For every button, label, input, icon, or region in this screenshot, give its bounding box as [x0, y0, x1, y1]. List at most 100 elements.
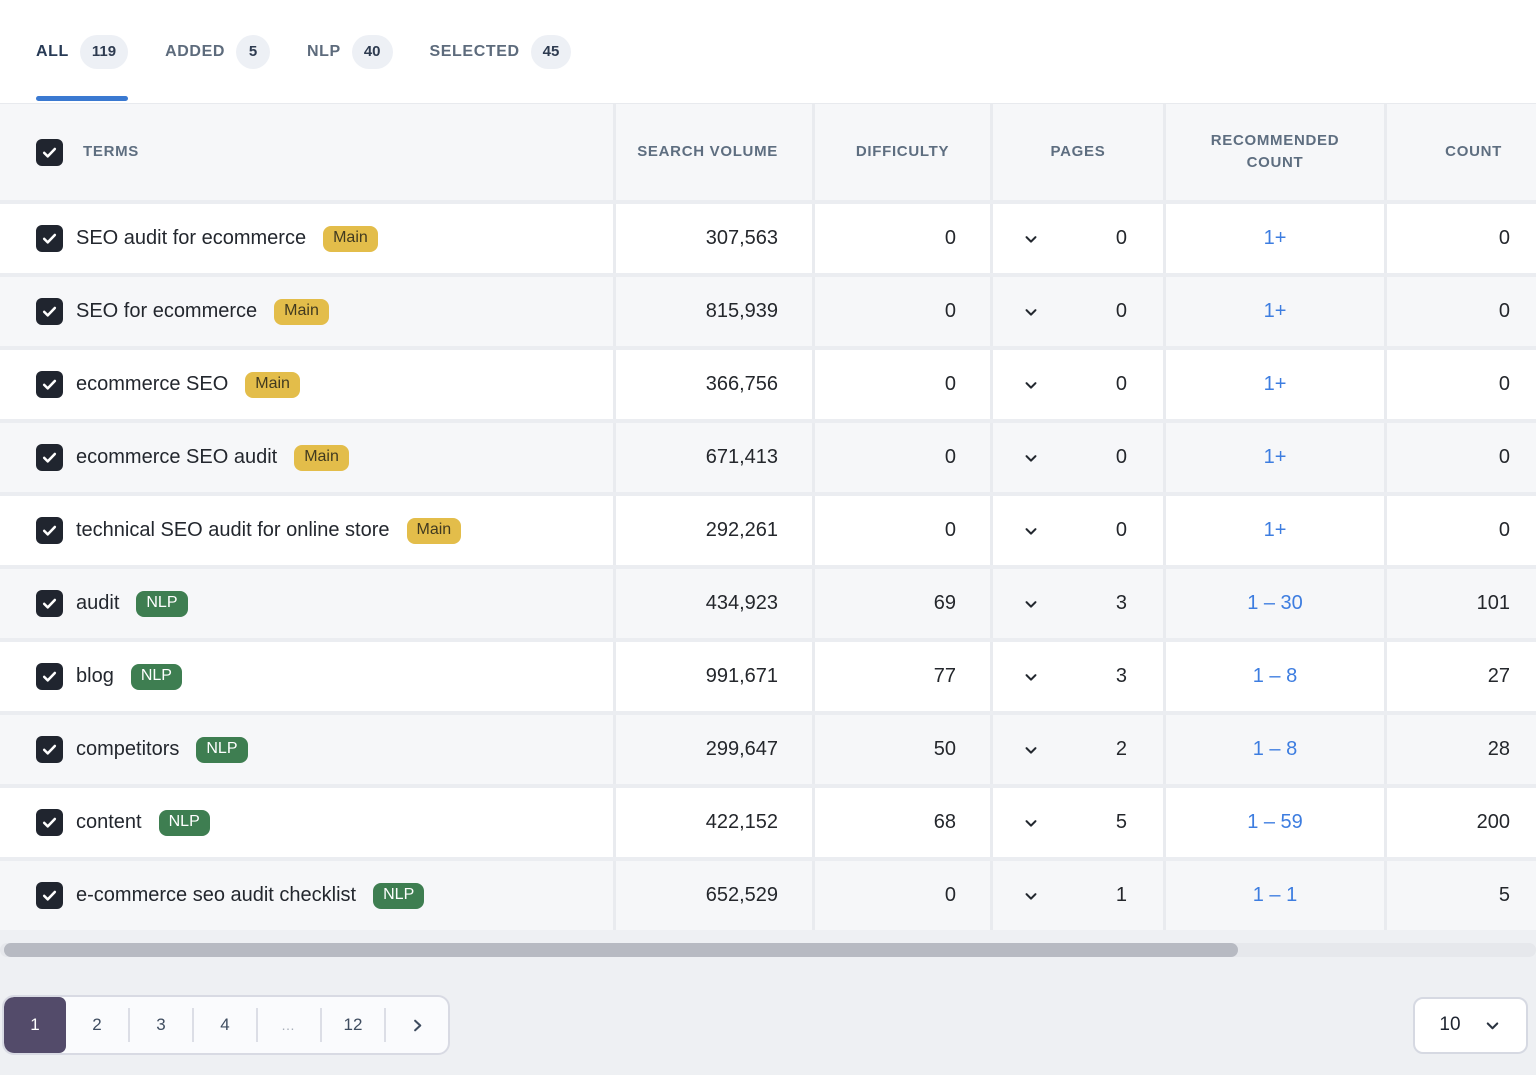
row-checkbox[interactable] [36, 882, 63, 909]
tab-added[interactable]: ADDED 5 [165, 0, 270, 103]
pages-value: 0 [1116, 373, 1127, 396]
recommended-count-link[interactable]: 1 – 8 [1253, 665, 1297, 688]
pages-cell: 0 [990, 350, 1163, 419]
recommended-count-link[interactable]: 1+ [1264, 373, 1287, 396]
difficulty-value: 0 [812, 204, 990, 273]
pages-cell: 3 [990, 642, 1163, 711]
page-button-1[interactable]: 1 [4, 997, 66, 1053]
terms-cell: SEO audit for ecommerceMain [0, 204, 613, 273]
page-button-2[interactable]: 2 [66, 997, 128, 1053]
expand-row-button[interactable] [1021, 229, 1041, 249]
pages-cell: 0 [990, 277, 1163, 346]
pages-value: 0 [1116, 446, 1127, 469]
page-button-12[interactable]: 12 [322, 997, 384, 1053]
chevron-down-icon [1022, 668, 1040, 686]
footer-area: 1234…12 10 [0, 930, 1536, 1075]
term-badge-nlp: NLP [196, 737, 247, 763]
page-size-value: 10 [1439, 1014, 1460, 1036]
select-all-checkbox[interactable] [36, 139, 63, 166]
count-value: 28 [1384, 715, 1536, 784]
pages-value: 2 [1116, 738, 1127, 761]
tab-selected[interactable]: SELECTED 45 [430, 0, 572, 103]
search-volume-value: 307,563 [613, 204, 812, 273]
page-size-select[interactable]: 10 [1413, 997, 1528, 1054]
row-checkbox[interactable] [36, 444, 63, 471]
check-icon [41, 741, 58, 758]
terms-cell: SEO for ecommerceMain [0, 277, 613, 346]
expand-row-button[interactable] [1021, 375, 1041, 395]
pages-cell: 0 [990, 423, 1163, 492]
expand-row-button[interactable] [1021, 813, 1041, 833]
expand-row-button[interactable] [1021, 667, 1041, 687]
row-checkbox[interactable] [36, 225, 63, 252]
table-row: technical SEO audit for online storeMain… [0, 492, 1536, 565]
term-label: e-commerce seo audit checklist [76, 884, 356, 907]
term-label: ecommerce SEO audit [76, 446, 277, 469]
chevron-down-icon [1022, 376, 1040, 394]
check-icon [41, 376, 58, 393]
term-label: ecommerce SEO [76, 373, 228, 396]
table-row: competitorsNLP299,6475021 – 828 [0, 711, 1536, 784]
recommended-count-link[interactable]: 1 – 30 [1247, 592, 1303, 615]
table-body: SEO audit for ecommerceMain307,563001+0S… [0, 200, 1536, 930]
search-volume-value: 991,671 [613, 642, 812, 711]
row-checkbox[interactable] [36, 371, 63, 398]
terms-cell: e-commerce seo audit checklist NLP [0, 861, 613, 930]
recommended-count-link[interactable]: 1+ [1264, 446, 1287, 469]
recommended-count-cell: 1+ [1163, 423, 1384, 492]
expand-row-button[interactable] [1021, 521, 1041, 541]
term-badge-nlp: NLP [373, 883, 424, 909]
page-button-3[interactable]: 3 [130, 997, 192, 1053]
pages-cell: 0 [990, 204, 1163, 273]
chevron-down-icon [1022, 522, 1040, 540]
tab-all[interactable]: ALL 119 [36, 0, 128, 103]
row-checkbox[interactable] [36, 736, 63, 763]
pagination-controls: 1234…12 [2, 995, 450, 1055]
tab-selected-count-badge: 45 [531, 35, 572, 69]
row-checkbox[interactable] [36, 663, 63, 690]
recommended-count-link[interactable]: 1 – 59 [1247, 811, 1303, 834]
search-volume-value: 422,152 [613, 788, 812, 857]
expand-row-button[interactable] [1021, 886, 1041, 906]
horizontal-scrollbar-track[interactable] [0, 943, 1536, 957]
next-page-button[interactable] [386, 997, 448, 1053]
expand-row-button[interactable] [1021, 448, 1041, 468]
check-icon [41, 144, 58, 161]
tab-nlp[interactable]: NLP 40 [307, 0, 393, 103]
search-volume-value: 671,413 [613, 423, 812, 492]
recommended-count-link[interactable]: 1 – 1 [1253, 884, 1297, 907]
chevron-down-icon [1022, 303, 1040, 321]
expand-row-button[interactable] [1021, 740, 1041, 760]
recommended-count-link[interactable]: 1+ [1264, 300, 1287, 323]
recommended-count-link[interactable]: 1+ [1264, 519, 1287, 542]
tab-nlp-label: NLP [307, 43, 341, 61]
table-row: SEO audit for ecommerceMain307,563001+0 [0, 200, 1536, 273]
term-badge-nlp: NLP [159, 810, 210, 836]
expand-row-button[interactable] [1021, 302, 1041, 322]
difficulty-value: 69 [812, 569, 990, 638]
row-checkbox[interactable] [36, 517, 63, 544]
term-badge-main: Main [294, 445, 349, 471]
row-checkbox[interactable] [36, 809, 63, 836]
row-checkbox[interactable] [36, 298, 63, 325]
term-label: audit [76, 592, 119, 615]
row-checkbox[interactable] [36, 590, 63, 617]
difficulty-value: 0 [812, 350, 990, 419]
term-badge-main: Main [245, 372, 300, 398]
header-terms: TERMS [0, 104, 613, 200]
pages-value: 3 [1116, 665, 1127, 688]
header-recommended-count: RECOMMENDED COUNT [1163, 104, 1384, 200]
chevron-right-icon [408, 1016, 427, 1035]
pages-cell: 2 [990, 715, 1163, 784]
term-label: content [76, 811, 142, 834]
horizontal-scrollbar-thumb[interactable] [4, 943, 1238, 957]
check-icon [41, 303, 58, 320]
check-icon [41, 230, 58, 247]
recommended-count-link[interactable]: 1 – 8 [1253, 738, 1297, 761]
count-value: 0 [1384, 350, 1536, 419]
recommended-count-link[interactable]: 1+ [1264, 227, 1287, 250]
tab-all-label: ALL [36, 43, 69, 61]
expand-row-button[interactable] [1021, 594, 1041, 614]
chevron-down-icon [1022, 741, 1040, 759]
page-button-4[interactable]: 4 [194, 997, 256, 1053]
